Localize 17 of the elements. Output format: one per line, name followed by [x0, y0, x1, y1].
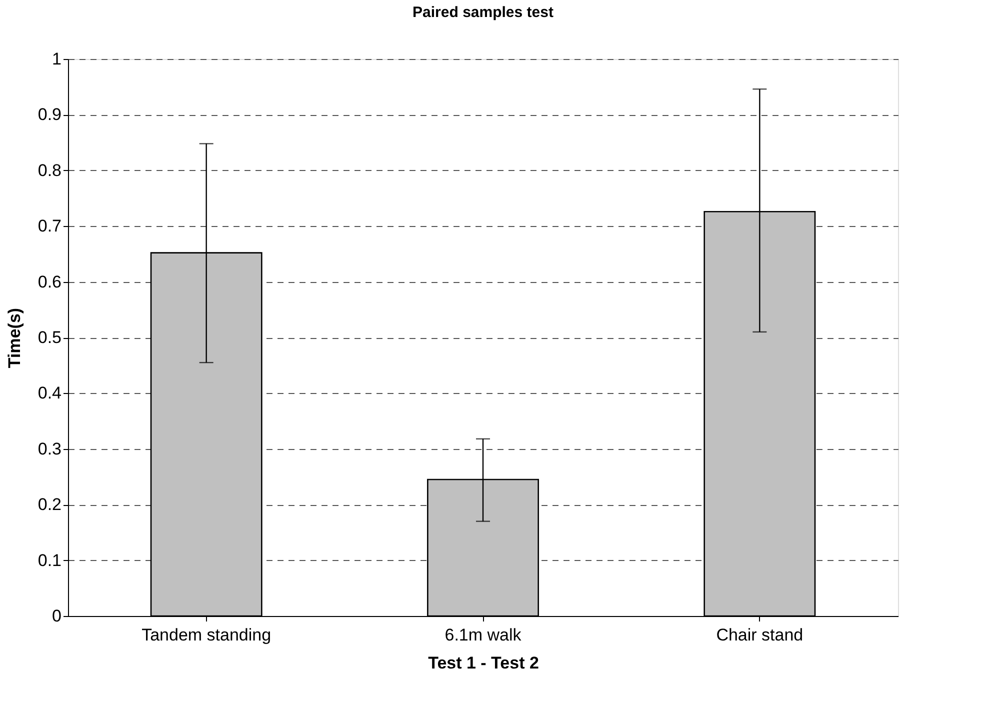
y-tick-label: 0.9 — [38, 105, 62, 124]
y-tick-label: 0.7 — [38, 216, 62, 236]
y-tick-label: 0.3 — [38, 439, 62, 458]
y-tick-label: 0.8 — [38, 160, 62, 180]
x-tick-label: 6.1m walk — [444, 626, 522, 644]
x-tick-label: Tandem standing — [142, 626, 272, 644]
y-tick-label: 0.6 — [38, 272, 62, 292]
y-tick-label: 0 — [52, 606, 62, 626]
y-tick-label: 0.4 — [38, 384, 62, 403]
chart-title: Paired samples test — [412, 4, 554, 21]
x-axis-title: Test 1 - Test 2 — [428, 654, 539, 672]
y-tick-label: 1 — [52, 50, 62, 68]
y-tick-label: 0.5 — [38, 328, 62, 347]
y-tick-label: 0.1 — [38, 550, 62, 570]
x-tick-label: Chair stand — [716, 626, 804, 644]
y-tick-label: 0.2 — [38, 495, 62, 514]
y-axis-title: Time(s) — [4, 308, 24, 368]
